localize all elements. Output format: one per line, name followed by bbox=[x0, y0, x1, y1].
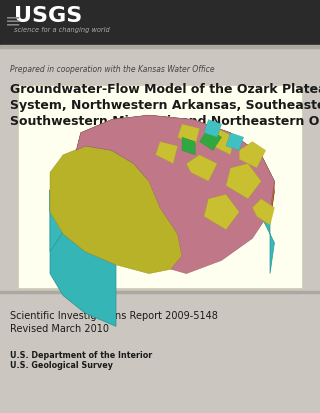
Polygon shape bbox=[76, 116, 274, 274]
Polygon shape bbox=[204, 195, 239, 230]
Polygon shape bbox=[156, 142, 178, 164]
Text: U.S. Geological Survey: U.S. Geological Survey bbox=[10, 360, 113, 369]
Polygon shape bbox=[182, 138, 195, 155]
Text: Groundwater-Flow Model of the Ozark Plateaus Aquifer: Groundwater-Flow Model of the Ozark Plat… bbox=[10, 83, 320, 96]
Text: Scientific Investigations Report 2009-5148: Scientific Investigations Report 2009-51… bbox=[10, 310, 218, 320]
Text: Revised March 2010: Revised March 2010 bbox=[10, 323, 109, 333]
Bar bbox=[18, 86, 302, 288]
Text: System, Northwestern Arkansas, Southeastern Kansas,: System, Northwestern Arkansas, Southeast… bbox=[10, 99, 320, 112]
Text: U.S. Department of the Interior: U.S. Department of the Interior bbox=[10, 350, 152, 359]
Polygon shape bbox=[239, 142, 266, 169]
Text: science for a changing world: science for a changing world bbox=[14, 26, 110, 33]
Polygon shape bbox=[204, 129, 235, 155]
Polygon shape bbox=[50, 116, 274, 215]
Polygon shape bbox=[252, 199, 274, 225]
Polygon shape bbox=[200, 129, 222, 151]
Bar bbox=[0, 291, 320, 293]
Polygon shape bbox=[226, 164, 261, 199]
Text: ≡: ≡ bbox=[5, 11, 21, 30]
Polygon shape bbox=[186, 155, 217, 182]
Text: Prepared in cooperation with the Kansas Water Office: Prepared in cooperation with the Kansas … bbox=[10, 65, 215, 74]
Text: Southwestern Missouri, and Northeastern Oklahoma: Southwestern Missouri, and Northeastern … bbox=[10, 115, 320, 128]
Polygon shape bbox=[50, 190, 116, 327]
Polygon shape bbox=[50, 125, 274, 223]
Text: USGS: USGS bbox=[14, 5, 82, 26]
Polygon shape bbox=[226, 133, 244, 151]
Polygon shape bbox=[50, 147, 182, 274]
Polygon shape bbox=[50, 116, 274, 274]
Bar bbox=[0, 46, 320, 49]
Polygon shape bbox=[50, 120, 274, 219]
Polygon shape bbox=[178, 125, 200, 147]
Polygon shape bbox=[204, 120, 222, 138]
Bar bbox=[0, 0, 320, 47]
